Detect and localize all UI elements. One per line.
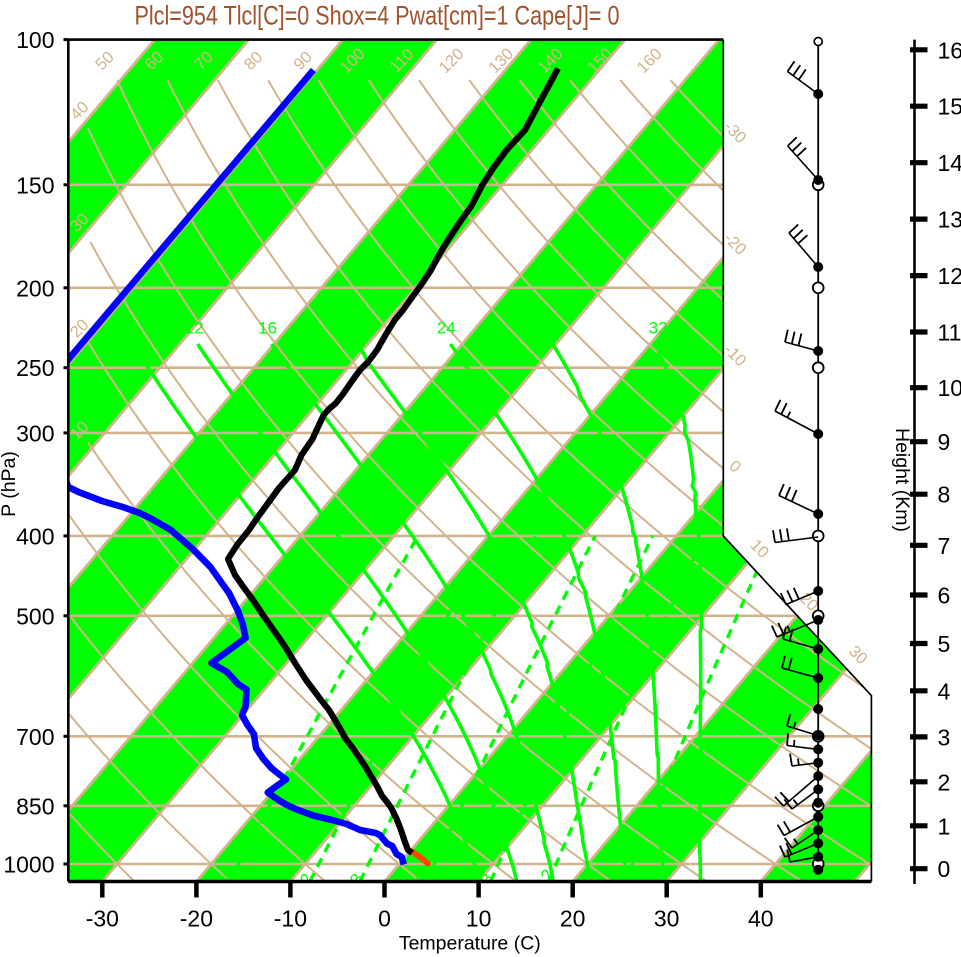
svg-text:2: 2 xyxy=(296,870,317,888)
svg-text:4: 4 xyxy=(938,678,951,704)
svg-text:0: 0 xyxy=(378,906,391,932)
svg-text:10: 10 xyxy=(938,375,961,401)
svg-text:16: 16 xyxy=(258,318,277,337)
svg-text:0: 0 xyxy=(938,856,951,882)
svg-text:2: 2 xyxy=(938,769,951,795)
svg-text:700: 700 xyxy=(16,724,54,750)
svg-text:Plcl=954 Tlcl[C]=0 Shox=4 Pwat: Plcl=954 Tlcl[C]=0 Shox=4 Pwat[cm]=1 Cap… xyxy=(134,1,619,31)
svg-text:1: 1 xyxy=(215,870,236,888)
svg-text:7: 7 xyxy=(938,533,951,559)
svg-text:8: 8 xyxy=(125,318,134,337)
svg-text:40: 40 xyxy=(748,906,774,932)
svg-text:100: 100 xyxy=(16,27,54,53)
svg-text:3: 3 xyxy=(346,870,367,888)
svg-text:20: 20 xyxy=(560,906,586,932)
svg-text:-10: -10 xyxy=(274,906,307,932)
svg-text:6: 6 xyxy=(938,583,951,609)
svg-text:150: 150 xyxy=(16,172,54,198)
svg-text:16: 16 xyxy=(938,37,961,63)
svg-text:400: 400 xyxy=(16,523,54,549)
svg-text:14: 14 xyxy=(938,150,961,176)
svg-text:24: 24 xyxy=(437,318,456,337)
svg-text:11: 11 xyxy=(938,320,961,346)
svg-text:250: 250 xyxy=(16,355,54,381)
svg-text:8: 8 xyxy=(938,482,951,508)
svg-text:12: 12 xyxy=(938,263,961,289)
svg-text:5: 5 xyxy=(938,631,951,657)
svg-text:Temperature (C): Temperature (C) xyxy=(399,933,541,955)
svg-text:850: 850 xyxy=(16,793,54,819)
svg-text:32: 32 xyxy=(649,318,668,337)
svg-text:500: 500 xyxy=(16,603,54,629)
svg-text:10: 10 xyxy=(466,906,492,932)
svg-text:9: 9 xyxy=(938,429,951,455)
svg-text:8: 8 xyxy=(477,870,498,888)
svg-text:-20: -20 xyxy=(180,906,213,932)
svg-text:3: 3 xyxy=(938,724,951,750)
svg-text:20: 20 xyxy=(343,318,362,337)
svg-text:30: 30 xyxy=(654,906,680,932)
svg-text:200: 200 xyxy=(16,275,54,301)
svg-text:1: 1 xyxy=(938,813,951,839)
svg-text:15: 15 xyxy=(938,94,961,120)
svg-text:-30: -30 xyxy=(86,906,119,932)
svg-text:300: 300 xyxy=(16,420,54,446)
svg-text:13: 13 xyxy=(938,207,961,233)
svg-text:28: 28 xyxy=(541,318,560,337)
svg-text:5: 5 xyxy=(412,870,433,888)
svg-text:12: 12 xyxy=(185,318,204,337)
svg-text:P (hPa): P (hPa) xyxy=(0,451,20,517)
svg-text:1000: 1000 xyxy=(3,852,54,878)
svg-text:Height (Km): Height (Km) xyxy=(891,428,913,532)
